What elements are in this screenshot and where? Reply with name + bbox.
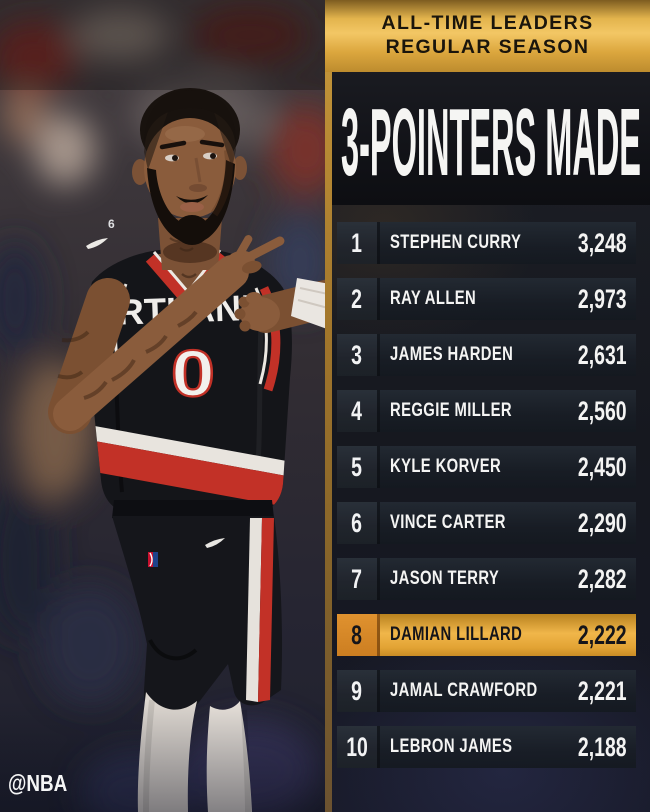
row-value: 2,188	[559, 726, 636, 768]
rank-label: 5	[351, 451, 363, 482]
row-rank: 10	[337, 726, 380, 768]
row-player: JAMES HARDEN	[380, 334, 559, 376]
row-player: JAMAL CRAWFORD	[380, 670, 559, 712]
row-rank: 8	[337, 614, 380, 656]
player-label: LEBRON JAMES	[390, 736, 513, 757]
leaderboard-row: 10 LEBRON JAMES 2,188	[337, 726, 636, 768]
player-figure: RTLAND 0 6	[48, 88, 325, 812]
player-label: RAY ALLEN	[390, 288, 477, 309]
player-arms	[48, 235, 325, 434]
row-rank: 2	[337, 278, 380, 320]
jersey-number: 0	[171, 336, 215, 410]
leaderboard-row: 7 JASON TERRY 2,282	[337, 558, 636, 600]
row-player: KYLE KORVER	[380, 446, 559, 488]
leaderboard-list: 1 STEPHEN CURRY 3,248 2 RAY ALLEN 2,973 …	[337, 222, 636, 768]
row-player: STEPHEN CURRY	[380, 222, 559, 264]
rank-label: 2	[351, 283, 363, 314]
leaderboard-row: 1 STEPHEN CURRY 3,248	[337, 222, 636, 264]
value-label: 2,221	[578, 675, 627, 706]
rank-label: 6	[351, 507, 363, 538]
rank-label: 3	[351, 339, 363, 370]
player-label: JAMES HARDEN	[390, 344, 514, 365]
row-value: 2,221	[559, 670, 636, 712]
row-value: 2,290	[559, 502, 636, 544]
player-photo: RTLAND 0 6	[0, 0, 325, 812]
row-player: DAMIAN LILLARD	[380, 614, 559, 656]
header-line1: ALL-TIME LEADERS	[381, 12, 594, 35]
jersey-patch: 6	[108, 217, 115, 231]
player-label: REGGIE MILLER	[390, 400, 512, 421]
leaderboard-row: 6 VINCE CARTER 2,290	[337, 502, 636, 544]
player-label: STEPHEN CURRY	[390, 232, 522, 253]
rank-label: 10	[346, 731, 368, 762]
header-line2: REGULAR SEASON	[385, 36, 590, 58]
title-block: 3-POINTERS MADE	[332, 72, 650, 205]
arm-tattoos	[83, 310, 198, 400]
value-label: 2,631	[578, 339, 627, 370]
value-label: 2,450	[578, 451, 627, 482]
rank-label: 4	[351, 395, 363, 426]
player-label: KYLE KORVER	[390, 456, 502, 477]
rank-label: 7	[351, 563, 363, 594]
row-value: 3,248	[559, 222, 636, 264]
row-player: RAY ALLEN	[380, 278, 559, 320]
row-rank: 5	[337, 446, 380, 488]
photo-illustration: RTLAND 0 6	[0, 0, 325, 812]
nba-watermark: @NBA	[8, 770, 68, 796]
jersey-sash	[87, 424, 292, 508]
leaderboard-row: 9 JAMAL CRAWFORD 2,221	[337, 670, 636, 712]
rank-label: 1	[351, 227, 363, 258]
nike-swoosh-icon	[205, 538, 225, 548]
fist	[234, 292, 280, 332]
value-label: 2,188	[578, 731, 627, 762]
row-player: JASON TERRY	[380, 558, 559, 600]
row-rank: 9	[337, 670, 380, 712]
player-label: JAMAL CRAWFORD	[390, 680, 538, 701]
player-label: JASON TERRY	[390, 568, 500, 589]
player-head	[132, 88, 247, 270]
row-rank: 1	[337, 222, 380, 264]
value-label: 2,290	[578, 507, 627, 538]
shorts	[112, 500, 283, 719]
row-value: 2,450	[559, 446, 636, 488]
header-banner: ALL-TIME LEADERS REGULAR SEASON	[325, 0, 650, 72]
row-rank: 3	[337, 334, 380, 376]
value-label: 2,222	[578, 619, 627, 650]
rank-label: 8	[351, 619, 363, 650]
row-value: 2,973	[559, 278, 636, 320]
row-rank: 7	[337, 558, 380, 600]
main-title: 3-POINTERS MADE	[341, 89, 641, 196]
nike-swoosh-icon	[86, 238, 108, 249]
leaderboard-row: 8 DAMIAN LILLARD 2,222	[337, 614, 636, 656]
leaderboard-row: 2 RAY ALLEN 2,973	[337, 278, 636, 320]
row-value: 2,282	[559, 558, 636, 600]
row-value: 2,222	[559, 614, 636, 656]
player-label: VINCE CARTER	[390, 512, 506, 533]
value-label: 3,248	[578, 227, 627, 258]
pointing-hand	[225, 235, 285, 274]
row-player: LEBRON JAMES	[380, 726, 559, 768]
value-label: 2,560	[578, 395, 627, 426]
row-rank: 4	[337, 390, 380, 432]
row-player: REGGIE MILLER	[380, 390, 559, 432]
row-rank: 6	[337, 502, 380, 544]
row-value: 2,631	[559, 334, 636, 376]
stats-panel: ALL-TIME LEADERS REGULAR SEASON 3-POINTE…	[325, 0, 650, 812]
player-label: DAMIAN LILLARD	[390, 624, 523, 645]
value-label: 2,973	[578, 283, 627, 314]
leaderboard-row: 4 REGGIE MILLER 2,560	[337, 390, 636, 432]
value-label: 2,282	[578, 563, 627, 594]
row-player: VINCE CARTER	[380, 502, 559, 544]
row-value: 2,560	[559, 390, 636, 432]
nba-logo-patch-icon	[148, 552, 158, 567]
leaderboard-row: 5 KYLE KORVER 2,450	[337, 446, 636, 488]
leaderboard-row: 3 JAMES HARDEN 2,631	[337, 334, 636, 376]
rank-label: 9	[351, 675, 363, 706]
gold-accent-stripe	[325, 72, 332, 812]
